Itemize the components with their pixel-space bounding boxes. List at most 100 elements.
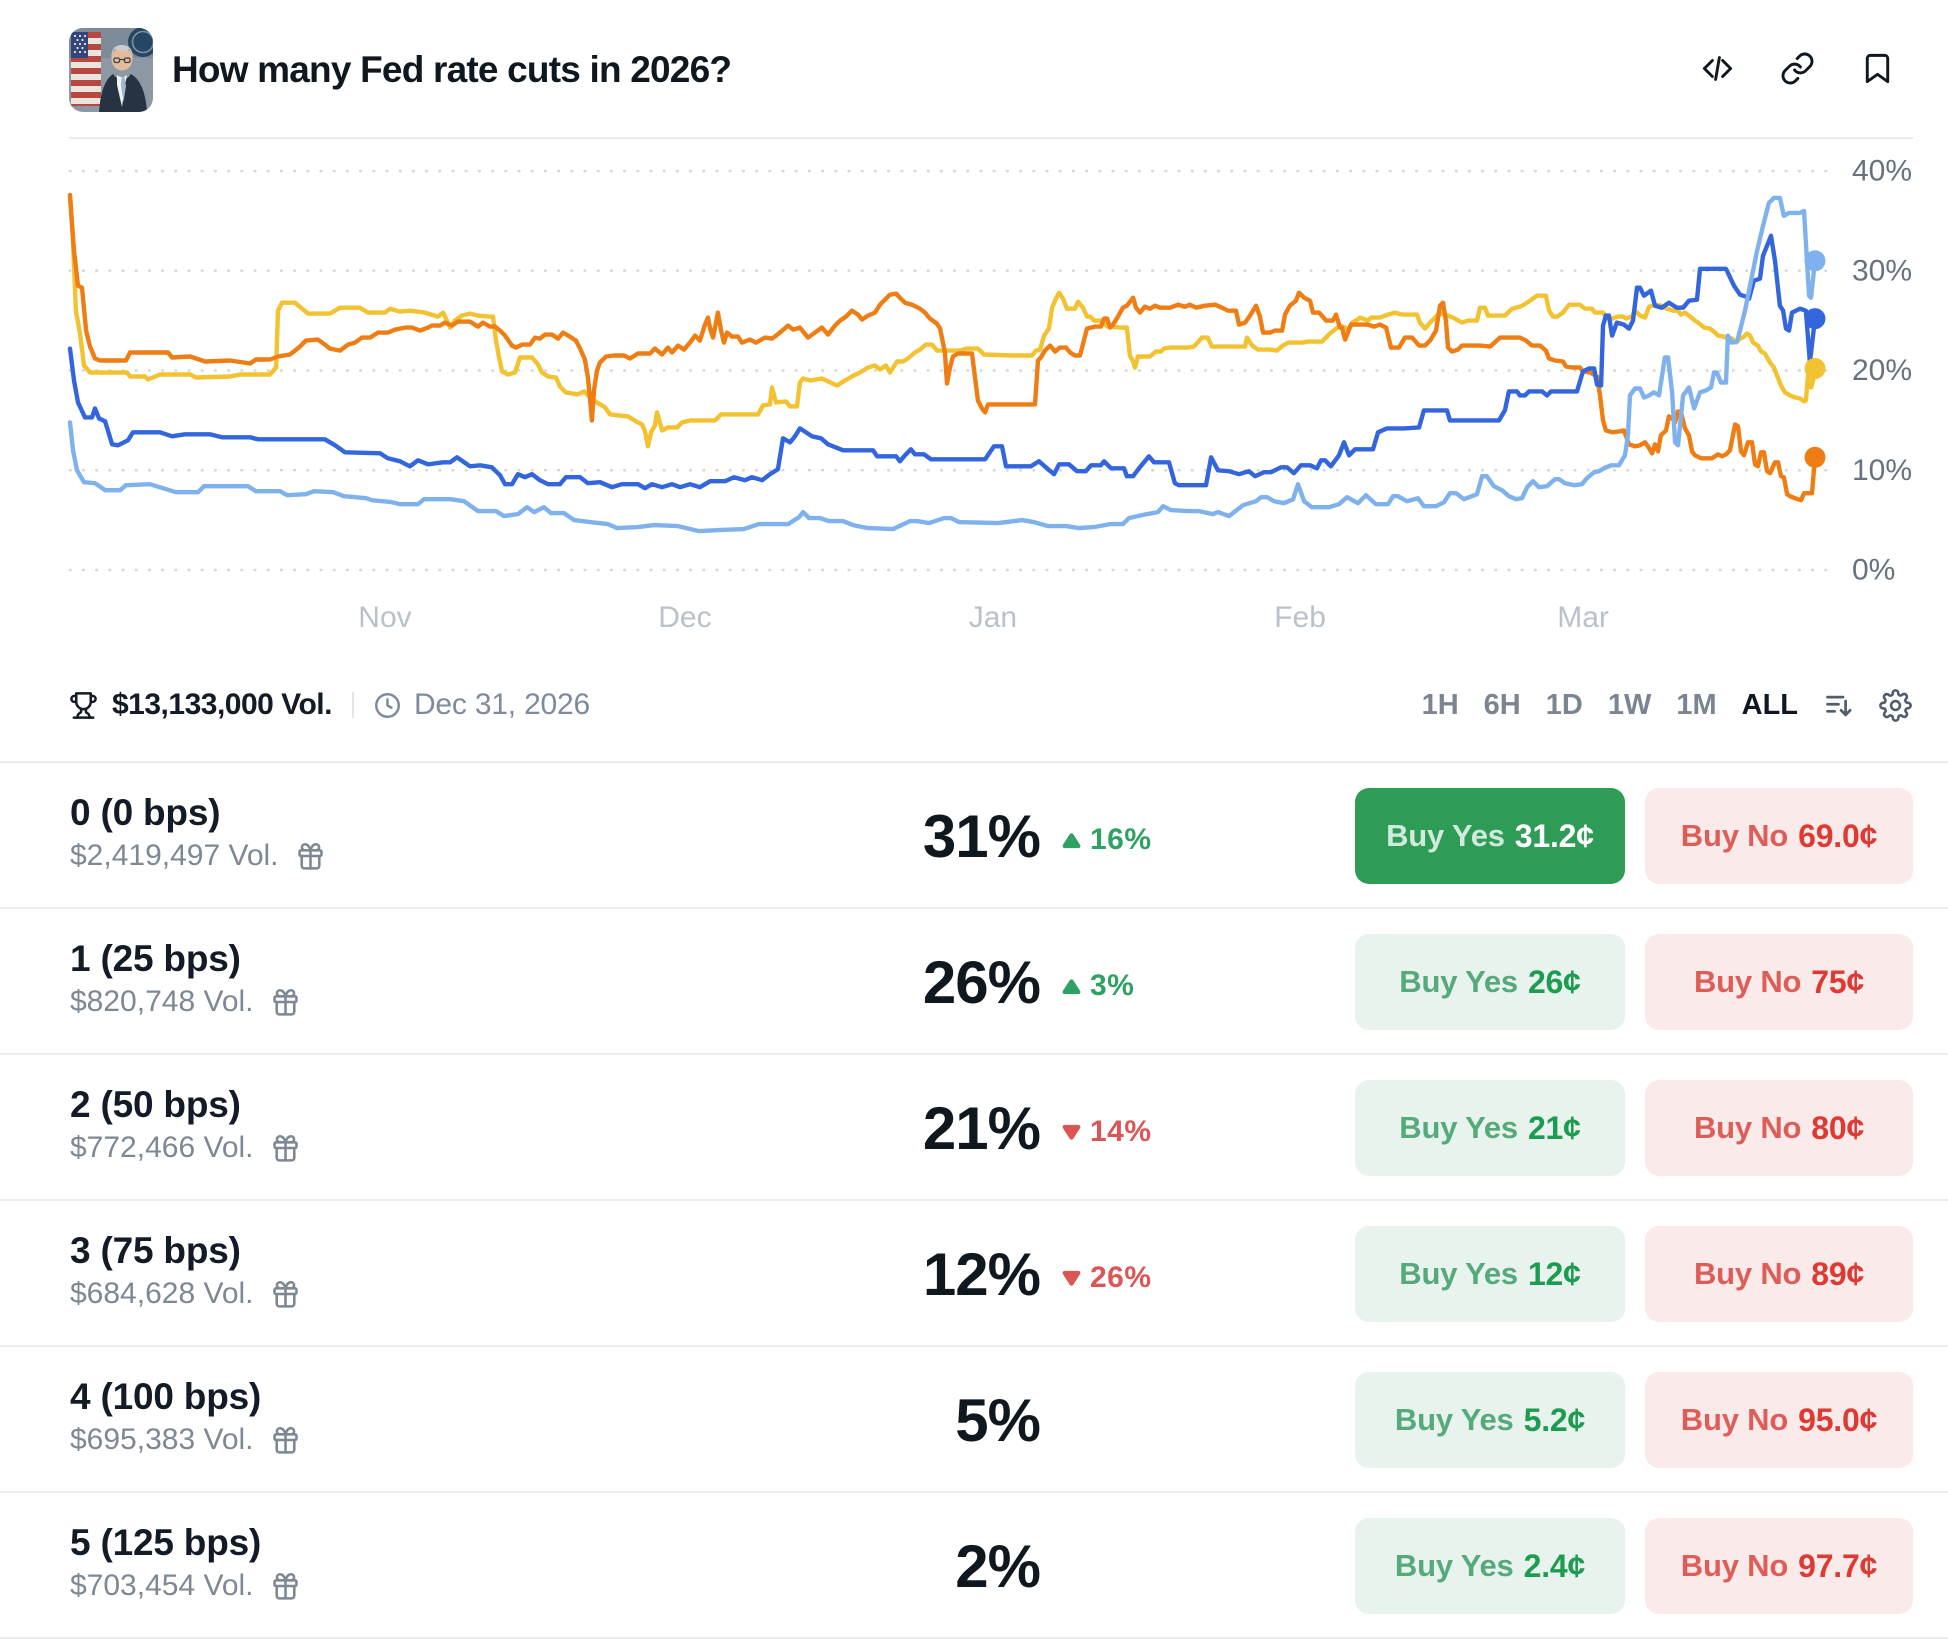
- header-divider: [69, 137, 1913, 139]
- buy-yes-button[interactable]: Buy Yes 21¢: [1355, 1080, 1625, 1176]
- buy-yes-price: 12¢: [1527, 1255, 1581, 1292]
- buy-no-button[interactable]: Buy No 80¢: [1645, 1080, 1913, 1176]
- clock-icon-svg: [374, 692, 400, 718]
- bookmark-button[interactable]: [1837, 34, 1917, 102]
- gift-icon[interactable]: [270, 1279, 301, 1310]
- buy-no-price: 89¢: [1811, 1255, 1865, 1292]
- avatar-image: [69, 28, 153, 112]
- outcome-delta-text: 26%: [1090, 1261, 1152, 1294]
- outcome-chance: 21%: [922, 1094, 1041, 1162]
- buy-no-price: 69.0¢: [1798, 817, 1878, 854]
- buy-no-button[interactable]: Buy No 75¢: [1645, 934, 1913, 1030]
- price-line-endpoint: [1804, 308, 1826, 330]
- price-history-chart[interactable]: 40% 30% 20% 10% 0% Nov Dec Jan Feb Mar: [0, 150, 1948, 640]
- buy-no-price: 97.7¢: [1798, 1547, 1878, 1584]
- gift-icon[interactable]: [270, 1133, 301, 1164]
- gift-icon-svg: [272, 1134, 298, 1162]
- buy-yes-button[interactable]: Buy Yes 12¢: [1355, 1226, 1625, 1322]
- buy-no-button[interactable]: Buy No 97.7¢: [1645, 1518, 1913, 1614]
- gift-icon[interactable]: [270, 987, 301, 1018]
- row-divider: [0, 1491, 1948, 1493]
- x-axis-label: Nov: [358, 601, 411, 634]
- row-divider: [0, 1199, 1948, 1201]
- outcome-volume-text: $820,748 Vol.: [70, 985, 254, 1018]
- buy-no-label: Buy No: [1693, 1256, 1802, 1291]
- outcome-row-5cuts: 5 (125 bps) $703,454 Vol. 2% Buy Yes 2.4¢…: [0, 1493, 1948, 1639]
- y-axis-label: 40%: [1852, 155, 1912, 188]
- price-line-endpoint: [1804, 446, 1826, 468]
- settings-button[interactable]: [1879, 688, 1912, 722]
- gift-icon-svg: [272, 988, 298, 1016]
- outcome-volume: $2,419,497 Vol.: [70, 839, 326, 873]
- gift-icon[interactable]: [270, 1425, 301, 1456]
- x-axis-label: Dec: [658, 601, 711, 634]
- end-date: Dec 31, 2026: [413, 688, 591, 721]
- outcome-chance-cell: 26%: [640, 909, 1041, 1055]
- buy-no-label: Buy No: [1693, 1110, 1802, 1145]
- copy-link-button[interactable]: [1757, 34, 1837, 102]
- delta-down-icon: [1062, 1270, 1081, 1286]
- y-axis-label: 20%: [1852, 354, 1912, 387]
- timeframe-1w[interactable]: 1W: [1607, 688, 1652, 721]
- outcome-volume: $695,383 Vol.: [70, 1423, 301, 1457]
- buy-no-label: Buy No: [1680, 1548, 1789, 1583]
- row-divider: [0, 907, 1948, 909]
- bookmark-icon: [1865, 53, 1889, 83]
- outcome-volume-text: $2,419,497 Vol.: [70, 839, 279, 872]
- gift-icon[interactable]: [295, 841, 326, 872]
- outcome-row-3cuts: 3 (75 bps) $684,628 Vol. 12% 26% Buy Yes…: [0, 1201, 1948, 1347]
- embed-icon: [1702, 55, 1732, 81]
- link-icon: [1781, 52, 1813, 84]
- row-divider: [0, 1053, 1948, 1055]
- outcome-volume-text: $695,383 Vol.: [70, 1423, 254, 1456]
- trophy-icon: [69, 691, 98, 720]
- delta-down-icon: [1062, 1124, 1081, 1140]
- embed-button[interactable]: [1677, 34, 1757, 102]
- delta-up-icon: [1062, 832, 1081, 848]
- gift-icon[interactable]: [270, 1571, 301, 1602]
- outcome-volume: $684,628 Vol.: [70, 1277, 301, 1311]
- timeframe-1h[interactable]: 1H: [1421, 688, 1459, 721]
- outcome-label: 3 (75 bps): [70, 1230, 241, 1271]
- outcome-row-1cuts: 1 (25 bps) $820,748 Vol. 26% 3% Buy Yes 2…: [0, 909, 1948, 1055]
- timeframe-1d[interactable]: 1D: [1545, 688, 1583, 721]
- buy-yes-button[interactable]: Buy Yes 2.4¢: [1355, 1518, 1625, 1614]
- outcome-volume: $703,454 Vol.: [70, 1569, 301, 1603]
- outcome-chance-cell: 21%: [640, 1055, 1041, 1201]
- timeframe-all[interactable]: ALL: [1741, 688, 1798, 721]
- sort-descending-icon: [1826, 695, 1852, 716]
- outcome-chance-cell: 2%: [640, 1493, 1041, 1639]
- buy-no-button[interactable]: Buy No 89¢: [1645, 1226, 1913, 1322]
- outcome-chance: 31%: [922, 802, 1041, 870]
- outcome-chance: 2%: [955, 1532, 1041, 1600]
- row-divider: [0, 1637, 1948, 1639]
- buy-no-button[interactable]: Buy No 69.0¢: [1645, 788, 1913, 884]
- gift-icon-svg: [297, 842, 323, 870]
- buy-yes-label: Buy Yes: [1386, 818, 1505, 853]
- price-line-1cuts: [67, 233, 1818, 491]
- buy-yes-button[interactable]: Buy Yes 31.2¢: [1355, 788, 1625, 884]
- delta-up-icon: [1062, 978, 1081, 994]
- chart-controls: 1H 6H 1D 1W 1M ALL: [1422, 657, 1912, 753]
- buy-yes-button[interactable]: Buy Yes 5.2¢: [1355, 1372, 1625, 1468]
- x-axis-label: Feb: [1274, 601, 1326, 634]
- outcome-delta: 3%: [1062, 913, 1134, 1059]
- buy-yes-price: 5.2¢: [1523, 1401, 1586, 1438]
- buy-no-label: Buy No: [1693, 964, 1802, 999]
- x-axis-label: Jan: [969, 601, 1017, 634]
- outcome-chance-cell: 5%: [640, 1347, 1041, 1493]
- buy-yes-price: 26¢: [1527, 963, 1581, 1000]
- timeframe-1m[interactable]: 1M: [1676, 688, 1717, 721]
- market-meta: $13,133,000 Vol. Dec 31, 2026: [69, 657, 590, 753]
- sort-button[interactable]: [1823, 690, 1854, 721]
- buy-no-button[interactable]: Buy No 95.0¢: [1645, 1372, 1913, 1468]
- buy-yes-label: Buy Yes: [1394, 1548, 1514, 1583]
- buy-yes-button[interactable]: Buy Yes 26¢: [1355, 934, 1625, 1030]
- timeframe-6h[interactable]: 6H: [1483, 688, 1521, 721]
- outcome-delta-text: 16%: [1090, 823, 1152, 856]
- outcome-volume-text: $684,628 Vol.: [70, 1277, 254, 1310]
- buy-yes-price: 31.2¢: [1514, 817, 1594, 854]
- list-top-divider: [0, 761, 1948, 763]
- trophy-icon-svg: [70, 691, 97, 719]
- outcome-row-2cuts: 2 (50 bps) $772,466 Vol. 21% 14% Buy Yes…: [0, 1055, 1948, 1201]
